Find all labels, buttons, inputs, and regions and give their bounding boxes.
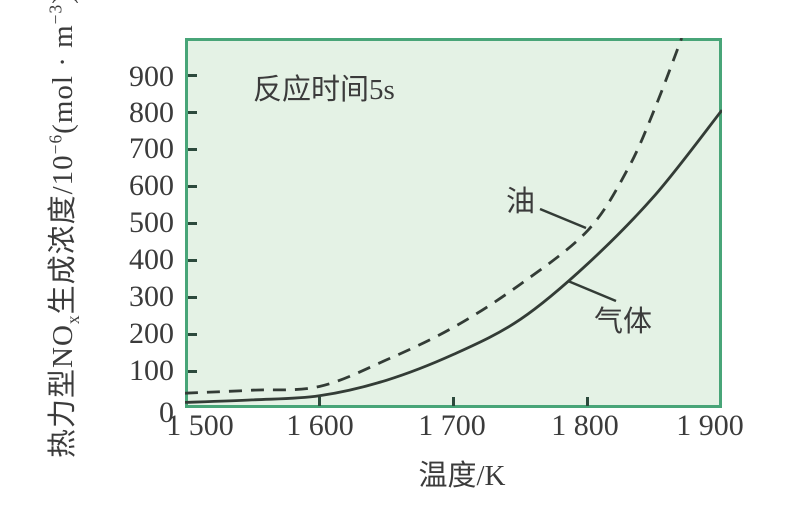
series-label-oil: 油 (506, 186, 536, 218)
y-tick-label: 400 (129, 243, 174, 276)
y-tick-400 (188, 259, 197, 262)
x-tick-1800 (586, 397, 589, 406)
x-tick-label: 1 600 (286, 409, 354, 442)
reaction-time-annotation: 反应时间5s (253, 74, 395, 106)
y-tick-label: 800 (129, 96, 174, 129)
y-tick-label: 0 (159, 396, 174, 429)
y-axis-title-mid: 生成浓度/10 (47, 154, 79, 315)
y-axis-title-unit: (mol · m (47, 24, 79, 134)
y-tick-label: 100 (129, 354, 174, 387)
x-tick-1600 (318, 397, 321, 406)
y-tick-300 (188, 296, 197, 299)
y-tick-500 (188, 222, 197, 225)
x-tick-label: 1 900 (676, 409, 744, 442)
y-tick-900 (188, 74, 197, 77)
y-tick-100 (188, 370, 197, 373)
y-tick-200 (188, 333, 197, 336)
y-tick-label: 900 (129, 60, 174, 93)
y-axis-title-exponent: −6 (45, 133, 66, 155)
y-tick-label: 600 (129, 169, 174, 202)
x-tick-label: 1 800 (551, 409, 619, 442)
x-tick-label: 1 500 (166, 409, 234, 442)
y-axis-title: 热力型NOx生成浓度/10−6(mol · m−3) (39, 0, 82, 458)
x-tick-1700 (452, 397, 455, 406)
y-axis-title-text: 热力型NO (47, 324, 79, 458)
series-label-gas: 气体 (594, 306, 653, 338)
y-axis-title-subscript: x (62, 314, 83, 325)
y-tick-800 (188, 111, 197, 114)
y-axis-title-unit-close: ) (47, 0, 79, 4)
x-axis-title: 温度/K (418, 460, 506, 492)
y-tick-600 (188, 185, 197, 188)
x-tick-label: 1 700 (418, 409, 486, 442)
y-axis-title-unit-exponent: −3 (45, 3, 66, 25)
y-tick-700 (188, 148, 197, 151)
y-tick-label: 700 (129, 132, 174, 165)
y-tick-label: 300 (129, 280, 174, 313)
y-tick-label: 200 (129, 317, 174, 350)
y-tick-label: 500 (129, 206, 174, 239)
